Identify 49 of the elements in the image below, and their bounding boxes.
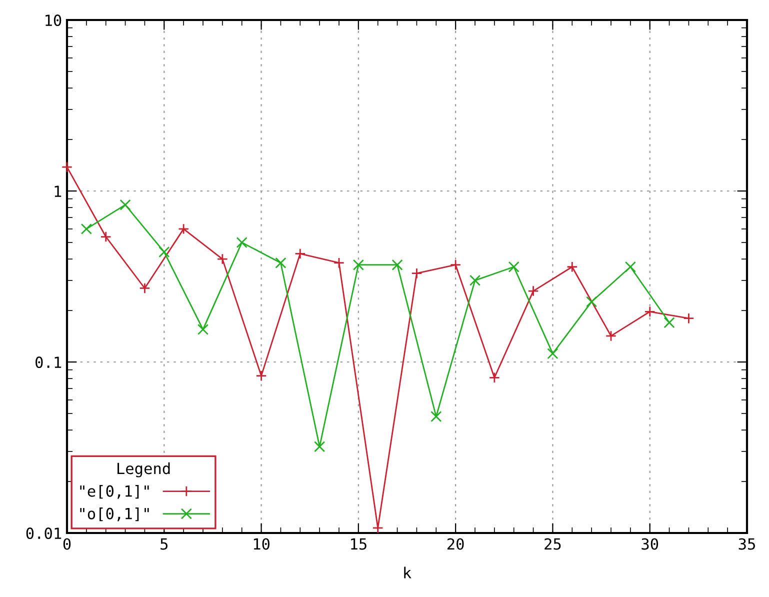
point — [178, 223, 190, 234]
x-tick-label: 15 — [351, 538, 366, 550]
point — [294, 248, 306, 260]
point — [586, 296, 598, 308]
legend-label: "e[0,1]" — [80, 485, 149, 499]
x-axis-title: k — [404, 566, 412, 578]
y-tick-label: 1 — [54, 186, 62, 197]
x-tick-label: 5 — [160, 538, 168, 550]
point — [469, 274, 481, 286]
y-tick-label: 0.1 — [36, 356, 62, 368]
x-tick-label: 0 — [63, 538, 71, 550]
point — [216, 253, 228, 265]
point — [605, 330, 617, 342]
point — [664, 317, 675, 328]
point — [100, 231, 112, 242]
point — [430, 410, 442, 422]
point — [333, 257, 345, 268]
point — [683, 312, 694, 324]
point — [197, 324, 209, 336]
point — [528, 285, 539, 297]
point — [61, 162, 73, 173]
x-tick-label: 10 — [254, 538, 270, 550]
point — [547, 348, 558, 360]
legend-label: "o[0,1]" — [80, 508, 149, 522]
point — [392, 259, 403, 270]
legend-title: Legend — [118, 462, 170, 478]
point — [120, 199, 131, 210]
point — [624, 261, 636, 272]
point — [80, 223, 92, 234]
x-tick-label: 20 — [448, 538, 464, 550]
point — [236, 236, 248, 248]
x-tick-label: 30 — [642, 538, 658, 550]
y-tick-label: 0.01 — [26, 528, 62, 540]
point — [372, 522, 384, 534]
y-tick-label: 10 — [46, 14, 62, 26]
point — [139, 282, 150, 294]
point — [488, 372, 500, 384]
point — [644, 306, 656, 318]
point — [450, 259, 462, 270]
point — [314, 441, 326, 452]
point — [411, 268, 422, 279]
x-tick-label: 25 — [544, 538, 561, 550]
point — [256, 370, 267, 382]
point — [508, 261, 520, 272]
x-tick-label: 35 — [738, 538, 755, 550]
point — [158, 246, 170, 258]
point — [275, 257, 286, 268]
point — [566, 261, 578, 272]
point — [352, 259, 364, 270]
